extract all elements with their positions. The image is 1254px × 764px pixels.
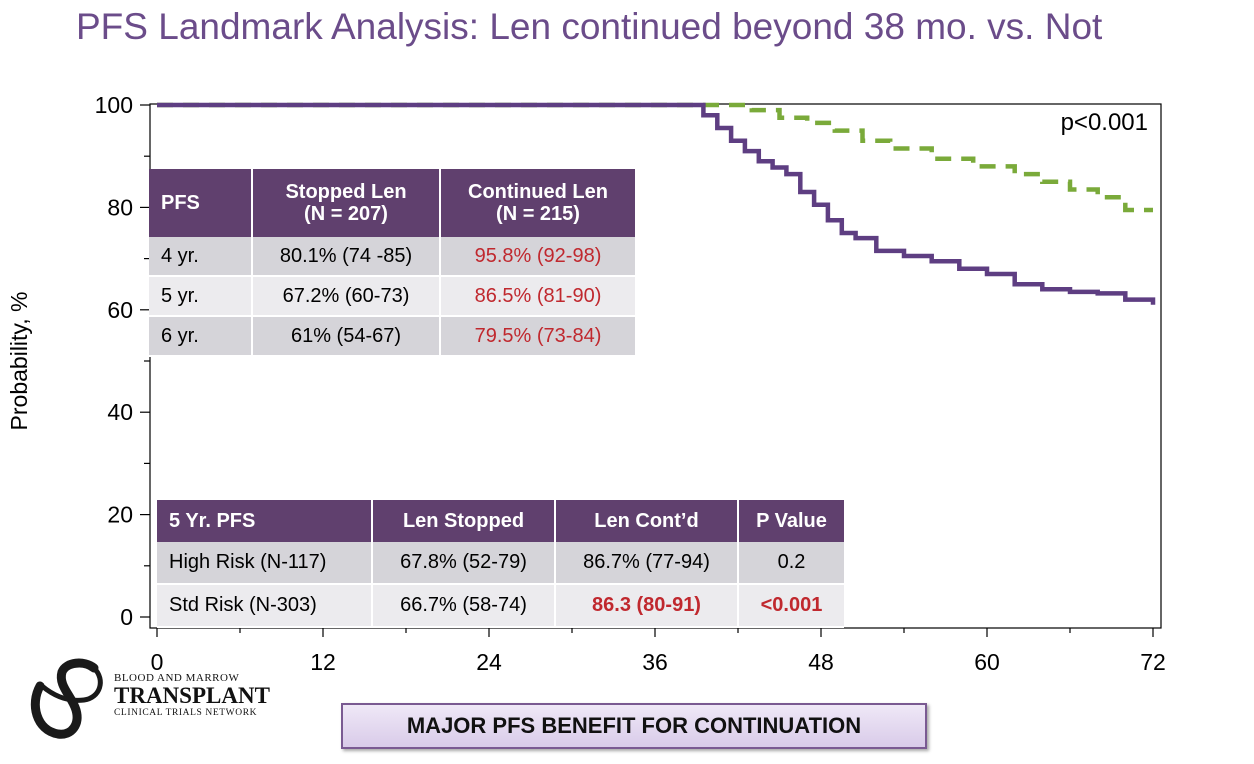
header-5yr-pfs: 5 Yr. PFS: [157, 500, 373, 542]
x-tick-label: 36: [642, 649, 668, 675]
table-row: 6 yr. 61% (54-67) 79.5% (73-84): [149, 316, 635, 357]
x-tick-label: 48: [808, 649, 834, 675]
y-tick-label: 0: [120, 604, 133, 630]
p-value: <0.001: [738, 584, 844, 628]
series-stopped-len: [157, 102, 1156, 305]
y-tick-label: 80: [107, 194, 133, 220]
row-label: 6 yr.: [149, 316, 253, 357]
header-len-contd: Len Cont’d: [555, 500, 739, 542]
p-value: 0.2: [738, 542, 844, 585]
header-stopped-len: Stopped Len (N = 207): [252, 169, 441, 237]
continued-value: 79.5% (73-84): [440, 316, 635, 357]
logo-line3: CLINICAL TRIALS NETWORK: [114, 708, 258, 718]
p-value-annotation: p<0.001: [1061, 109, 1148, 136]
slide-title: PFS Landmark Analysis: Len continued bey…: [76, 6, 1103, 47]
row-label: 5 yr.: [149, 276, 253, 317]
stopped-value: 67.2% (60-73): [252, 276, 441, 317]
row-label: 4 yr.: [149, 237, 253, 277]
table-row: High Risk (N-117) 67.8% (52-79) 86.7% (7…: [157, 542, 844, 585]
y-axis-label: Probability, %: [6, 292, 32, 431]
header-p-value: P Value: [738, 500, 844, 542]
table-row: 4 yr. 80.1% (74 -85) 95.8% (92-98): [149, 237, 635, 277]
row-label: Std Risk (N-303): [157, 584, 373, 628]
y-tick-label: 100: [95, 92, 133, 118]
header-len-stopped: Len Stopped: [372, 500, 556, 542]
bmt-ctn-logo: BLOOD AND MARROW TRANSPLANT CLINICAL TRI…: [28, 656, 288, 742]
continued-value: 86.3 (80-91): [555, 584, 739, 628]
logo-line2: TRANSPLANT: [114, 683, 270, 708]
risk-pfs-table: 5 Yr. PFS Len Stopped Len Cont’d P Value…: [157, 500, 844, 628]
x-tick-label: 12: [310, 649, 336, 675]
continued-value: 86.5% (81-90): [440, 276, 635, 317]
stopped-value: 80.1% (74 -85): [252, 237, 441, 277]
continued-value: 86.7% (77-94): [555, 542, 739, 585]
ribbon-logo-icon: [30, 658, 103, 739]
x-tick-label: 24: [476, 649, 502, 675]
y-tick-label: 40: [107, 399, 133, 425]
table-row: 5 yr. 67.2% (60-73) 86.5% (81-90): [149, 276, 635, 317]
x-tick-label: 60: [974, 649, 1000, 675]
continued-value: 95.8% (92-98): [440, 237, 635, 277]
conclusion-banner: MAJOR PFS BENEFIT FOR CONTINUATION: [341, 703, 927, 749]
header-pfs: PFS: [149, 169, 253, 237]
logo-line1: BLOOD AND MARROW: [114, 672, 240, 684]
y-tick-label: 20: [107, 502, 133, 528]
y-tick-label: 60: [107, 297, 133, 323]
stopped-value: 66.7% (58-74): [372, 584, 556, 628]
series-continued-len: [157, 102, 1153, 213]
row-label: High Risk (N-117): [157, 542, 373, 585]
stopped-value: 67.8% (52-79): [372, 542, 556, 585]
table-row: Std Risk (N-303) 66.7% (58-74) 86.3 (80-…: [157, 584, 844, 628]
pfs-landmark-table: PFS Stopped Len (N = 207) Continued Len …: [149, 169, 635, 357]
x-tick-label: 0: [151, 649, 164, 675]
stopped-value: 61% (54-67): [252, 316, 441, 357]
header-continued-len: Continued Len (N = 215): [440, 169, 635, 237]
x-tick-label: 72: [1140, 649, 1166, 675]
